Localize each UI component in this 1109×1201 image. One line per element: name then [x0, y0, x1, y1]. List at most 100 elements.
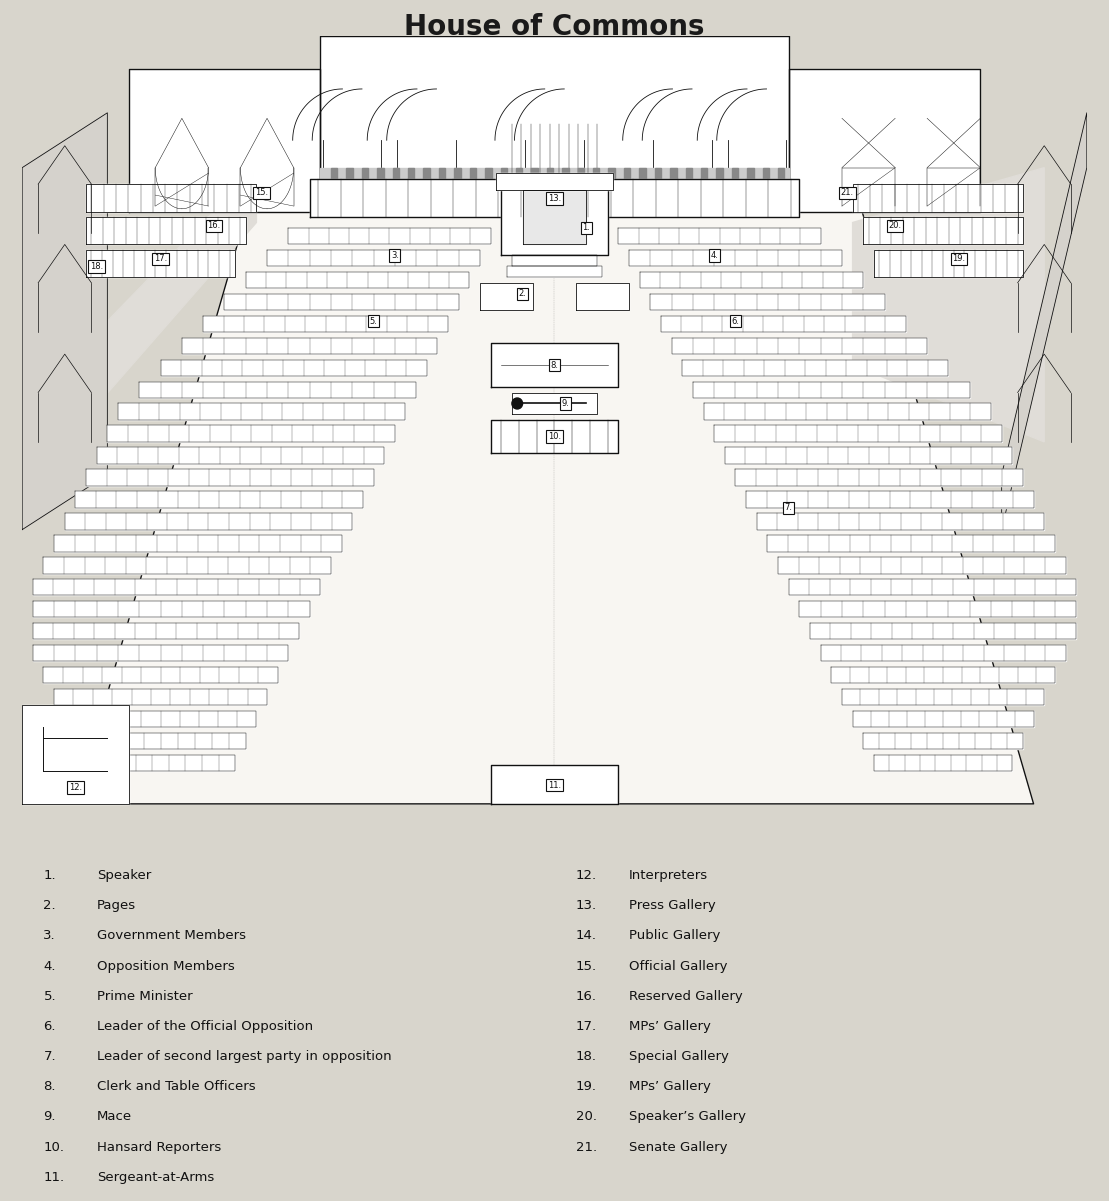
Polygon shape — [619, 228, 821, 245]
Polygon shape — [512, 256, 597, 267]
Polygon shape — [842, 688, 1045, 705]
Text: MPs’ Gallery: MPs’ Gallery — [629, 1080, 711, 1093]
Text: 18.: 18. — [576, 1050, 597, 1063]
Polygon shape — [43, 557, 330, 574]
Text: Official Gallery: Official Gallery — [629, 960, 728, 973]
Polygon shape — [480, 282, 533, 310]
Polygon shape — [767, 536, 1055, 551]
Polygon shape — [87, 470, 374, 485]
Text: Leader of the Official Opposition: Leader of the Official Opposition — [96, 1020, 313, 1033]
Polygon shape — [22, 113, 108, 530]
Text: 17.: 17. — [576, 1020, 597, 1033]
Polygon shape — [672, 337, 927, 354]
Text: Government Members: Government Members — [96, 930, 246, 943]
Polygon shape — [490, 420, 619, 453]
Polygon shape — [756, 513, 1045, 530]
Text: 8.: 8. — [43, 1080, 55, 1093]
Polygon shape — [75, 733, 246, 749]
Polygon shape — [362, 168, 368, 179]
Text: 3.: 3. — [390, 251, 399, 259]
Text: Interpreters: Interpreters — [629, 870, 709, 882]
Polygon shape — [321, 168, 788, 179]
Text: 15.: 15. — [576, 960, 597, 973]
Text: 20.: 20. — [888, 221, 902, 231]
Polygon shape — [788, 579, 1076, 596]
Polygon shape — [1001, 113, 1087, 530]
Text: Opposition Members: Opposition Members — [96, 960, 234, 973]
Polygon shape — [810, 623, 1076, 639]
Text: 9.: 9. — [43, 1111, 55, 1123]
Polygon shape — [779, 557, 1066, 574]
Polygon shape — [64, 168, 256, 442]
Text: 4.: 4. — [710, 251, 719, 259]
Text: Clerk and Table Officers: Clerk and Table Officers — [96, 1080, 255, 1093]
Polygon shape — [161, 359, 427, 376]
Text: 12.: 12. — [69, 783, 82, 791]
Polygon shape — [714, 425, 1001, 442]
Polygon shape — [455, 168, 460, 179]
Polygon shape — [562, 168, 569, 179]
Polygon shape — [853, 168, 1045, 442]
Text: Pages: Pages — [96, 900, 135, 913]
Polygon shape — [522, 190, 587, 245]
Text: 18.: 18. — [90, 262, 103, 271]
Text: Special Gallery: Special Gallery — [629, 1050, 729, 1063]
Polygon shape — [703, 404, 991, 420]
Polygon shape — [507, 267, 602, 277]
Polygon shape — [87, 250, 235, 277]
Text: 7.: 7. — [785, 503, 793, 512]
Text: 19.: 19. — [576, 1080, 597, 1093]
Text: 14.: 14. — [576, 930, 597, 943]
Polygon shape — [763, 168, 769, 179]
Text: 9.: 9. — [561, 399, 569, 408]
Polygon shape — [22, 705, 129, 803]
Polygon shape — [874, 754, 1013, 771]
Circle shape — [512, 398, 522, 410]
Polygon shape — [87, 754, 235, 771]
Text: Speaker: Speaker — [96, 870, 151, 882]
Polygon shape — [800, 600, 1076, 617]
Text: 1.: 1. — [43, 870, 57, 882]
Text: House of Commons: House of Commons — [405, 13, 704, 41]
Polygon shape — [629, 250, 842, 267]
Text: Prime Minister: Prime Minister — [96, 990, 192, 1003]
Polygon shape — [746, 491, 1034, 508]
Text: 3.: 3. — [43, 930, 57, 943]
Text: 21.: 21. — [841, 189, 854, 197]
Text: 16.: 16. — [207, 221, 221, 231]
Polygon shape — [512, 393, 597, 414]
Polygon shape — [496, 173, 613, 190]
Polygon shape — [408, 168, 415, 179]
Polygon shape — [424, 168, 430, 179]
Polygon shape — [87, 184, 256, 211]
Polygon shape — [377, 168, 384, 179]
Polygon shape — [43, 667, 277, 683]
Text: 19.: 19. — [953, 255, 966, 263]
Text: 12.: 12. — [576, 870, 597, 882]
Text: Senate Gallery: Senate Gallery — [629, 1141, 728, 1154]
Polygon shape — [439, 168, 445, 179]
Text: Speaker’s Gallery: Speaker’s Gallery — [629, 1111, 746, 1123]
Polygon shape — [54, 688, 267, 705]
Polygon shape — [129, 68, 321, 211]
Polygon shape — [330, 168, 337, 179]
Polygon shape — [788, 68, 980, 211]
Polygon shape — [670, 168, 676, 179]
Text: 1.: 1. — [582, 223, 590, 233]
Polygon shape — [576, 282, 629, 310]
Polygon shape — [87, 217, 246, 245]
Polygon shape — [75, 491, 363, 508]
Polygon shape — [485, 168, 491, 179]
Text: 17.: 17. — [154, 255, 167, 263]
Polygon shape — [118, 404, 406, 420]
Text: 10.: 10. — [43, 1141, 64, 1154]
Polygon shape — [650, 294, 885, 310]
Polygon shape — [140, 382, 416, 398]
Polygon shape — [609, 168, 614, 179]
Text: 15.: 15. — [255, 189, 268, 197]
Polygon shape — [393, 168, 399, 179]
Polygon shape — [640, 271, 863, 288]
Polygon shape — [54, 536, 342, 551]
Text: Press Gallery: Press Gallery — [629, 900, 715, 913]
Text: 2.: 2. — [519, 289, 527, 298]
